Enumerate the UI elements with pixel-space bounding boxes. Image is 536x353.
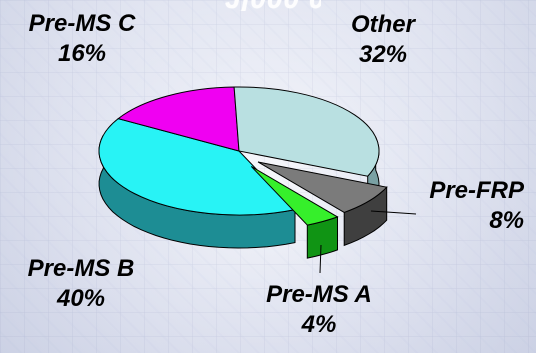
pie-slice-pre-ms-c	[117, 86, 240, 152]
pie-label-pre-ms-c-name: Pre-MS C	[28, 10, 136, 37]
pie-label-pre-ms-b-percent: 40%	[56, 285, 106, 313]
leader-line-pre-ms-a	[319, 244, 322, 274]
pie-slice-pre-ms-b-top	[98, 118, 297, 216]
leader-line-pre-frp	[370, 210, 417, 215]
pie-label-pre-frp-percent: 8%	[489, 207, 524, 235]
pie-slice-pre-ms-b	[98, 118, 297, 249]
pie-label-other: Other 32%	[338, 11, 428, 69]
pie-label-pre-ms-c-percent: 16%	[57, 40, 107, 68]
pie-label-pre-ms-c: Pre-MS C 16%	[12, 10, 152, 68]
pie-label-pre-ms-a: Pre-MS A 4%	[244, 281, 394, 339]
pie-label-pre-ms-a-name: Pre-MS A	[266, 281, 372, 308]
pie-slice-pre-frp-top	[257, 161, 388, 213]
pie-label-other-name: Other	[350, 11, 415, 38]
pie-label-pre-frp-name: Pre-FRP	[429, 177, 524, 204]
pie-label-pre-ms-b: Pre-MS B 40%	[6, 255, 156, 313]
chart-title-fragment: Jj000 0	[225, 0, 321, 11]
pie-label-other-percent: 32%	[358, 41, 408, 69]
pie-slice-pre-ms-a-top	[250, 166, 339, 226]
pie-label-pre-frp: Pre-FRP 8%	[420, 177, 524, 235]
pie-slice-pre-ms-a	[250, 166, 339, 259]
pie-label-pre-ms-a-percent: 4%	[301, 311, 337, 339]
pie-slice-pre-ms-c-top	[117, 86, 240, 152]
pie-label-pre-ms-b-name: Pre-MS B	[27, 255, 135, 282]
pie-slice-pre-frp	[257, 161, 388, 247]
pie-slice-other-top	[233, 86, 380, 177]
